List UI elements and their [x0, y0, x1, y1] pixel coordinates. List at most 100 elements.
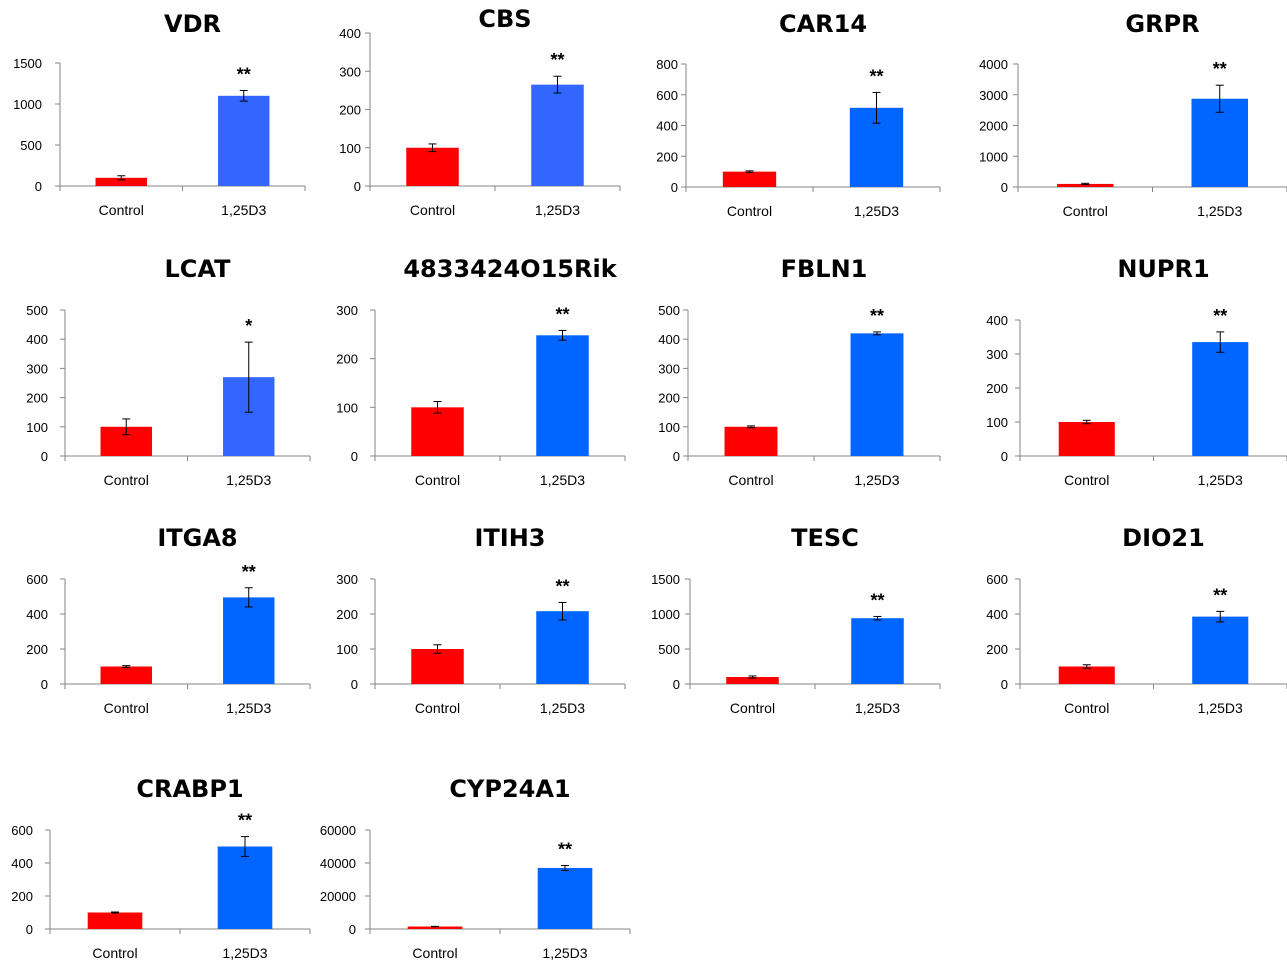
y-tick-label: 500: [658, 303, 680, 318]
y-tick-label: 60000: [320, 823, 356, 838]
significance-label: **: [1213, 306, 1227, 326]
error-bar: [748, 675, 757, 679]
chart-panel-nupr1: NUPR1 0 100 200 300 400 Control 1,25D3 **: [986, 255, 1287, 488]
error-bar: [1082, 664, 1091, 669]
x-category-label: 1,25D3: [535, 202, 580, 218]
y-tick-label: 100: [336, 400, 358, 415]
y-tick-label: 200: [656, 149, 678, 164]
y-tick-label: 0: [41, 677, 48, 692]
chart-title: CAR14: [779, 10, 867, 38]
error-bar: [122, 665, 131, 668]
bar-treated: [217, 846, 273, 929]
y-tick-label: 2000: [979, 119, 1008, 134]
error-bar: [873, 331, 881, 336]
bar-treated: [1192, 616, 1249, 684]
error-bar: [1215, 84, 1224, 113]
significance-label: **: [555, 304, 569, 324]
y-tick-label: 400: [339, 26, 361, 41]
y-tick-label: 400: [658, 332, 680, 347]
error-bar: [747, 425, 755, 429]
y-tick-label: 200: [339, 103, 361, 118]
y-tick-label: 200: [336, 607, 358, 622]
error-bar: [873, 615, 882, 621]
y-tick-label: 0: [671, 180, 678, 195]
bar-control: [407, 926, 463, 929]
y-tick-label: 200: [26, 642, 48, 657]
y-tick-label: 0: [1001, 449, 1008, 464]
error-bar: [433, 644, 442, 654]
y-tick-label: 200: [336, 352, 358, 367]
y-tick-label: 20000: [320, 889, 356, 904]
y-tick-label: 100: [658, 420, 680, 435]
bar-control: [724, 426, 778, 456]
chart-title: CBS: [478, 5, 531, 33]
y-tick-label: 300: [336, 572, 358, 587]
error-bar: [1216, 331, 1225, 353]
bar-treated: [536, 335, 589, 456]
x-category-label: 1,25D3: [226, 472, 271, 488]
x-category-label: Control: [730, 700, 775, 716]
significance-label: **: [1213, 59, 1227, 79]
error-bar: [428, 143, 437, 153]
x-category-label: 1,25D3: [1197, 203, 1242, 219]
x-category-label: Control: [104, 700, 149, 716]
error-bar: [1082, 419, 1091, 425]
chart-panel-4833424o15rik: 4833424O15Rik 0 100 200 300 Control 1,25D3 **: [336, 255, 626, 488]
x-category-label: 1,25D3: [1198, 700, 1243, 716]
significance-label: **: [869, 66, 883, 86]
chart-title: NUPR1: [1117, 255, 1209, 283]
error-bar: [1216, 610, 1225, 623]
bar-control: [1058, 422, 1115, 456]
chart-title: CYP24A1: [449, 775, 570, 803]
chart-panel-vdr: VDR 0 500 1000 1500 Control 1,25D3 **: [13, 10, 306, 218]
bar-treated: [223, 597, 275, 684]
bar-treated: [850, 333, 904, 456]
y-tick-label: 300: [658, 361, 680, 376]
significance-label: **: [558, 839, 572, 859]
chart-panel-cbs: CBS 0 100 200 300 400 Control 1,25D3 **: [339, 5, 621, 218]
error-bar: [872, 91, 881, 124]
y-tick-label: 300: [26, 361, 48, 376]
y-tick-label: 400: [986, 313, 1008, 328]
bar-treated: [218, 95, 270, 186]
y-tick-label: 500: [20, 138, 42, 153]
error-bar: [111, 911, 119, 914]
y-tick-label: 500: [658, 642, 680, 657]
y-tick-label: 0: [673, 449, 680, 464]
y-tick-label: 0: [41, 449, 48, 464]
y-tick-label: 400: [986, 607, 1008, 622]
y-tick-label: 0: [354, 179, 361, 194]
y-tick-label: 0: [351, 449, 358, 464]
y-tick-label: 40000: [320, 856, 356, 871]
x-category-label: 1,25D3: [854, 472, 899, 488]
bar-control: [95, 177, 147, 186]
chart-title: GRPR: [1125, 10, 1199, 38]
bar-control: [722, 171, 777, 187]
error-bar: [122, 418, 131, 436]
y-tick-label: 500: [26, 303, 48, 318]
bar-control: [406, 147, 459, 186]
x-category-label: Control: [415, 700, 460, 716]
chart-panel-itga8: ITGA8 0 200 400 600 Control 1,25D3 **: [26, 524, 311, 716]
bar-treated: [531, 84, 584, 186]
bar-control: [411, 407, 464, 456]
bar-control: [1057, 183, 1114, 187]
chart-panel-fbln1: FBLN1 0 100 200 300 400 500 Control 1,25D3 **: [658, 255, 941, 488]
y-tick-label: 100: [336, 642, 358, 657]
y-tick-label: 0: [349, 922, 356, 937]
x-category-label: 1,25D3: [540, 700, 585, 716]
y-tick-label: 100: [26, 420, 48, 435]
x-category-label: Control: [1064, 472, 1109, 488]
error-bar: [1081, 182, 1090, 186]
significance-label: **: [1213, 585, 1227, 605]
x-category-label: Control: [92, 945, 137, 961]
y-tick-label: 200: [986, 642, 1008, 657]
x-category-label: Control: [410, 202, 455, 218]
chart-title: VDR: [164, 10, 221, 38]
y-tick-label: 200: [26, 391, 48, 406]
x-category-label: Control: [728, 472, 773, 488]
y-tick-label: 300: [336, 303, 358, 318]
chart-title: TESC: [791, 524, 859, 552]
y-tick-label: 1000: [13, 97, 42, 112]
